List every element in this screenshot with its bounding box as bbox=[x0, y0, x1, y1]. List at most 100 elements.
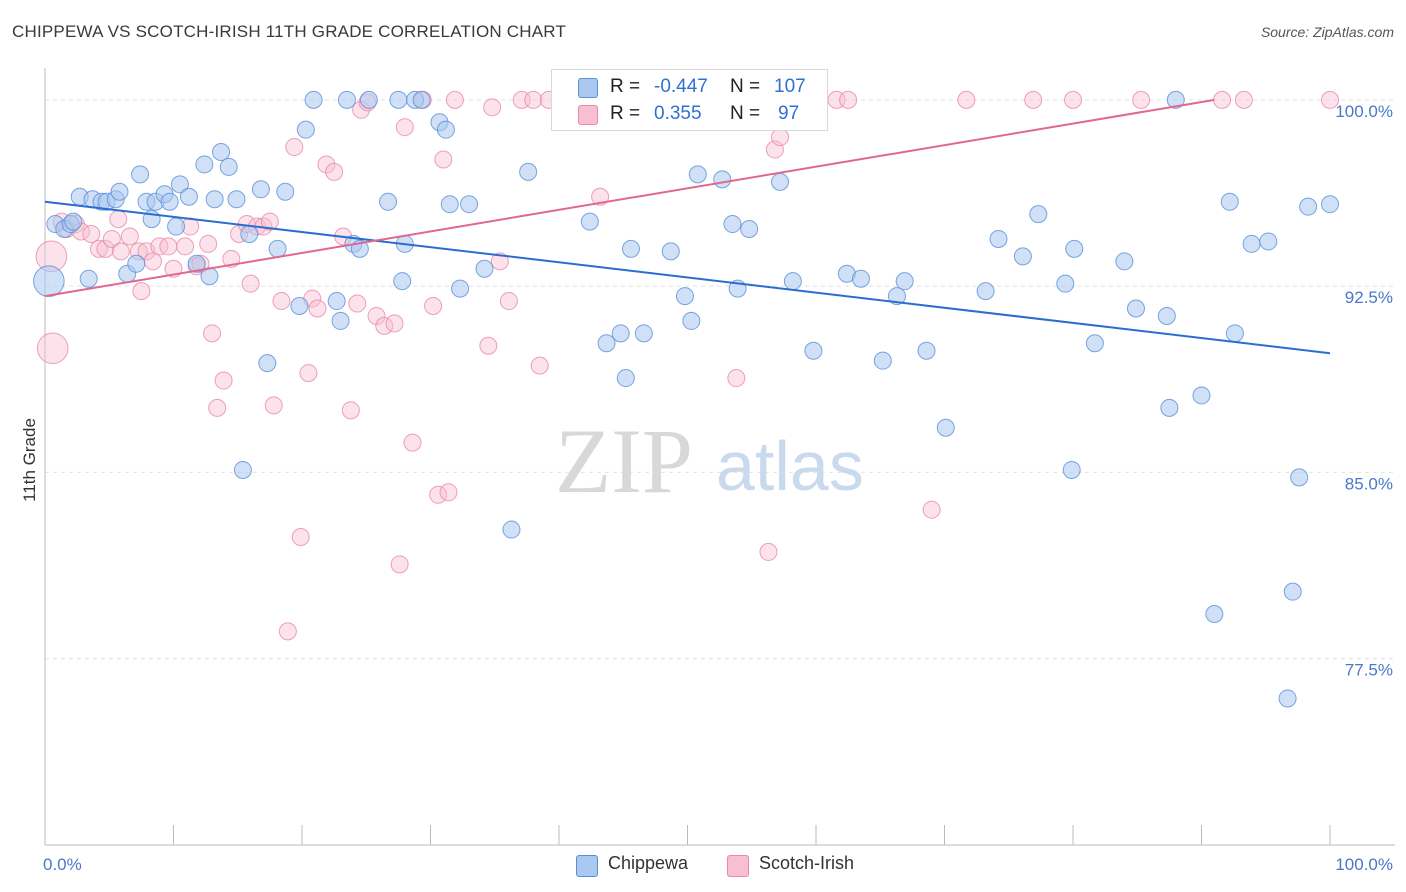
chippewa-point bbox=[227, 190, 246, 209]
scotch-irish-point bbox=[82, 224, 101, 243]
r-label: R = bbox=[610, 103, 641, 124]
scotch-irish-point bbox=[317, 155, 336, 174]
chippewa-point bbox=[1029, 205, 1048, 224]
chippewa-point bbox=[887, 287, 906, 306]
chippewa-point bbox=[251, 180, 270, 199]
chippewa-point bbox=[276, 182, 295, 201]
scotch-irish-point bbox=[199, 234, 218, 253]
chippewa-point bbox=[187, 254, 206, 273]
chippewa-point bbox=[1065, 239, 1084, 258]
chippewa-point bbox=[634, 324, 653, 343]
watermark-zip: ZIP bbox=[555, 410, 693, 512]
chippewa-point bbox=[440, 195, 459, 214]
n-label: N = bbox=[730, 103, 761, 124]
chippewa-point bbox=[110, 182, 129, 201]
scotch-irish-point bbox=[390, 555, 409, 574]
chart-title: CHIPPEWA VS SCOTCH-IRISH 11TH GRADE CORR… bbox=[12, 22, 567, 41]
legend-row-scotch-irish: R = 0.355 N = 97 bbox=[552, 101, 827, 127]
chippewa-point bbox=[167, 217, 186, 236]
chippewa-point bbox=[412, 90, 431, 109]
chippewa-point bbox=[1157, 306, 1176, 325]
chippewa-point bbox=[1278, 689, 1297, 708]
chippewa-point bbox=[688, 165, 707, 184]
scotch-irish-point bbox=[176, 237, 195, 256]
legend-row-chippewa: R = -0.447 N = 107 bbox=[552, 74, 827, 100]
watermark-atlas: atlas bbox=[716, 427, 864, 505]
scotch-irish-point bbox=[1234, 90, 1253, 109]
scotch-irish-point bbox=[1321, 90, 1339, 109]
chippewa-point bbox=[205, 190, 224, 209]
scotch-irish-point bbox=[291, 528, 310, 547]
tick-labels: 100.0% 92.5% 85.0% 77.5% 0.0% 100.0% bbox=[43, 102, 1393, 874]
scotch-irish-point bbox=[434, 150, 453, 169]
scotch-irish-point bbox=[1213, 90, 1232, 109]
scotch-irish-point bbox=[203, 324, 222, 343]
chippewa-point bbox=[451, 279, 470, 298]
y-tick-label: 85.0% bbox=[1345, 474, 1393, 493]
chippewa-legend-swatch bbox=[576, 855, 598, 877]
scotch-irish-n-value: 97 bbox=[778, 103, 800, 124]
chippewa-point bbox=[1242, 234, 1261, 253]
chippewa-point bbox=[682, 311, 701, 330]
chippewa-legend-label: Chippewa bbox=[608, 853, 689, 873]
chippewa-point bbox=[873, 351, 892, 370]
chippewa-point bbox=[327, 292, 346, 311]
chippewa-point bbox=[212, 143, 231, 162]
scotch-irish-point bbox=[375, 316, 394, 335]
chippewa-point bbox=[1160, 398, 1179, 417]
chippewa-point bbox=[127, 254, 146, 273]
scotch-irish-r-value: 0.355 bbox=[654, 103, 702, 124]
chippewa-point bbox=[804, 341, 823, 360]
chippewa-point bbox=[1126, 299, 1145, 318]
scotch-irish-legend-swatch bbox=[727, 855, 749, 877]
scotch-irish-point bbox=[367, 306, 386, 325]
scotch-irish-point bbox=[308, 299, 327, 318]
x-tick-label-start: 0.0% bbox=[43, 855, 82, 874]
scotch-irish-point bbox=[264, 396, 283, 415]
chippewa-point bbox=[1225, 324, 1244, 343]
chippewa-trend-line bbox=[44, 200, 1331, 355]
chippewa-point bbox=[1115, 252, 1134, 271]
chippewa-point bbox=[296, 120, 315, 139]
chippewa-point bbox=[580, 212, 599, 231]
chippewa-point bbox=[1085, 334, 1104, 353]
chippewa-point bbox=[675, 287, 694, 306]
chippewa-point bbox=[393, 272, 412, 291]
chippewa-point bbox=[895, 272, 914, 291]
scotch-irish-point bbox=[341, 401, 360, 420]
chippewa-point bbox=[771, 172, 790, 191]
chippewa-swatch bbox=[578, 78, 598, 98]
stats-legend: R = -0.447 N = 107 R = 0.355 N = 97 bbox=[551, 69, 828, 131]
scotch-irish-point bbox=[36, 332, 69, 365]
chippewa-point bbox=[64, 212, 83, 231]
scotch-irish-point bbox=[1064, 90, 1082, 109]
chippewa-point bbox=[290, 297, 309, 316]
scotch-irish-point bbox=[395, 118, 414, 137]
scotch-irish-point bbox=[483, 98, 502, 117]
y-tick-label: 77.5% bbox=[1345, 661, 1393, 680]
y-tick-label: 92.5% bbox=[1345, 288, 1393, 307]
scotch-irish-point bbox=[285, 138, 304, 157]
scotch-irish-legend-label: Scotch-Irish bbox=[759, 853, 855, 873]
scotch-irish-swatch bbox=[578, 105, 598, 125]
chippewa-point bbox=[304, 90, 323, 109]
chippewa-point bbox=[1205, 605, 1224, 624]
chippewa-point bbox=[1290, 468, 1309, 487]
chippewa-r-value: -0.447 bbox=[654, 76, 708, 97]
scotch-irish-point bbox=[385, 314, 404, 333]
chippewa-point bbox=[621, 239, 640, 258]
scotch-irish-point bbox=[439, 483, 458, 502]
scotch-irish-point bbox=[96, 239, 115, 258]
scotch-irish-point bbox=[111, 242, 130, 261]
trend-lines bbox=[44, 98, 1331, 355]
scotch-irish-point bbox=[424, 297, 443, 316]
scotch-irish-point bbox=[132, 282, 151, 301]
scotch-irish-point bbox=[445, 90, 464, 109]
chippewa-point bbox=[1321, 195, 1339, 214]
scotch-irish-point bbox=[403, 433, 422, 452]
chippewa-point bbox=[258, 354, 277, 373]
chippewa-point bbox=[389, 90, 408, 109]
chippewa-point bbox=[219, 157, 238, 176]
scotch-irish-point bbox=[272, 292, 291, 311]
